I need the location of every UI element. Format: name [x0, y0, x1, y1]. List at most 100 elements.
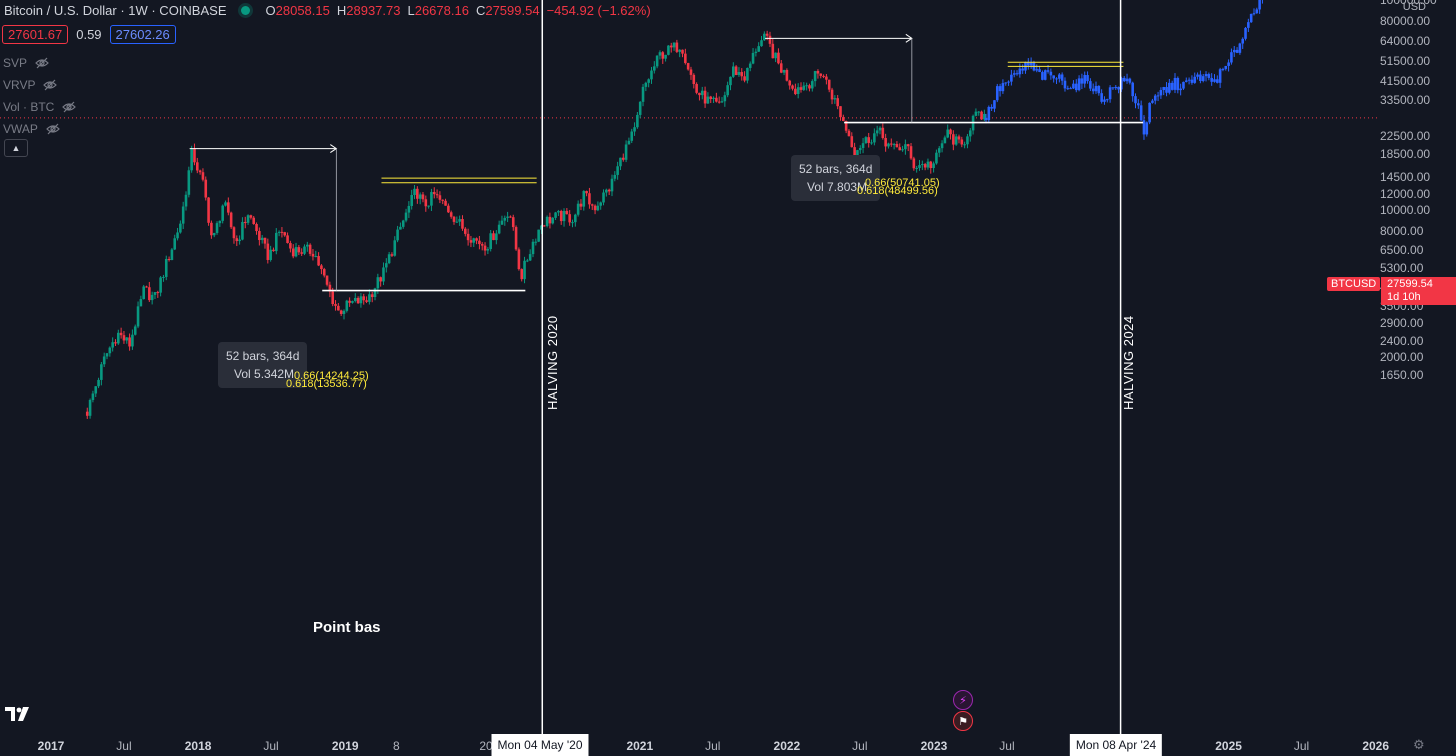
price-tick-label: 12000.00: [1380, 186, 1431, 201]
candle: [190, 148, 193, 171]
candle: [590, 204, 594, 206]
candle: [418, 194, 422, 199]
projection-candle: [1224, 65, 1228, 69]
candle: [331, 291, 335, 305]
candle: [557, 210, 560, 213]
projection-candle: [1199, 74, 1202, 82]
candle: [528, 254, 532, 261]
projection-candle: [1221, 68, 1225, 70]
projection-candle: [984, 117, 988, 121]
projection-candle: [1001, 83, 1005, 92]
fib-level-label: 0.618(13536.77): [286, 378, 367, 390]
indicator-item[interactable]: VRVP: [3, 74, 76, 96]
time-tick-label: 2023: [920, 739, 948, 753]
candle: [605, 189, 608, 193]
candle: [277, 231, 281, 233]
candle: [647, 79, 650, 83]
candle: [633, 127, 636, 132]
candle: [455, 221, 459, 223]
time-tick-label: 2025: [1215, 739, 1242, 753]
projection-candle: [1097, 85, 1101, 94]
projection-candle: [1072, 83, 1075, 89]
candle: [291, 248, 295, 257]
candle: [102, 356, 106, 365]
halving-lines: [541, 0, 1122, 734]
lightning-event-icon[interactable]: ⚡: [953, 690, 973, 710]
projection-candle: [1049, 71, 1053, 76]
candle: [729, 76, 732, 86]
projection-candle: [1168, 82, 1171, 93]
ohlc-value: 27599.54: [485, 3, 540, 18]
candle: [870, 142, 873, 144]
projection-candle: [1038, 69, 1041, 73]
candle: [393, 240, 397, 256]
candle: [258, 231, 261, 241]
projection-candle: [1151, 100, 1154, 103]
candle: [373, 288, 377, 298]
collapse-legend-button[interactable]: ▲: [4, 139, 28, 157]
candle: [246, 215, 250, 223]
candle: [796, 87, 800, 95]
candle: [526, 260, 529, 262]
projection-candle: [1080, 78, 1084, 84]
price-axis-unit[interactable]: USD: [1402, 1, 1426, 13]
candle: [825, 76, 828, 80]
candle: [531, 241, 535, 255]
eye-hidden-icon[interactable]: [46, 123, 60, 135]
gear-icon[interactable]: ⚙: [1413, 737, 1425, 752]
candle: [904, 144, 907, 150]
candle: [983, 113, 986, 120]
candle: [286, 235, 289, 244]
projection-candle: [1230, 52, 1233, 63]
time-tick-label: Jul: [999, 739, 1015, 753]
eye-hidden-icon[interactable]: [43, 79, 58, 91]
candle: [466, 233, 470, 241]
candle: [980, 111, 983, 120]
candles: [85, 30, 986, 419]
price-tick-label: 51500.00: [1380, 53, 1431, 68]
candle: [540, 225, 543, 230]
candle: [839, 106, 842, 118]
tradingview-logo-icon[interactable]: [5, 706, 35, 722]
candle: [325, 275, 329, 285]
us-flag-event-icon[interactable]: ⚑: [953, 711, 973, 731]
candle: [819, 73, 823, 76]
candle: [607, 189, 611, 192]
candle: [782, 69, 786, 73]
candle: [562, 210, 566, 222]
time-tick-label: 2026: [1362, 739, 1390, 753]
indicator-item[interactable]: VWAP: [3, 118, 76, 140]
indicator-item[interactable]: Vol · BTC: [3, 96, 77, 118]
candle: [221, 205, 224, 221]
eye-hidden-icon[interactable]: [35, 57, 49, 69]
candle: [746, 67, 749, 81]
price-tick-label: 22500.00: [1380, 129, 1431, 144]
sell-price-button[interactable]: 27601.67: [2, 25, 69, 44]
ohlc-label: O: [265, 3, 276, 18]
candle: [895, 144, 899, 148]
candle: [224, 202, 227, 206]
projection-candle: [1218, 69, 1222, 83]
candle: [568, 214, 571, 223]
eye-hidden-icon[interactable]: [62, 101, 77, 113]
candle: [100, 364, 103, 380]
trade-buttons: 27601.67 0.59 27602.26: [2, 25, 176, 44]
candle: [523, 260, 526, 280]
candle: [655, 55, 659, 67]
symbol-title[interactable]: Bitcoin / U.S. Dollar · 1W · COINBASE: [4, 3, 227, 18]
time-tick-label: Jul: [1293, 739, 1310, 753]
candle: [472, 238, 476, 243]
candle: [624, 144, 628, 160]
candle: [170, 249, 174, 260]
buy-price-button[interactable]: 27602.26: [109, 25, 176, 44]
projection-candle: [1207, 74, 1211, 78]
current-price-tag: 27599.54 1d 10h: [1381, 277, 1456, 305]
indicator-item[interactable]: SVP: [3, 52, 76, 74]
candle: [94, 386, 98, 394]
projection-candle: [1145, 122, 1149, 135]
candle: [427, 205, 430, 207]
projection-candle: [1134, 96, 1137, 104]
candle: [201, 172, 205, 180]
projection-candle: [1117, 86, 1120, 90]
